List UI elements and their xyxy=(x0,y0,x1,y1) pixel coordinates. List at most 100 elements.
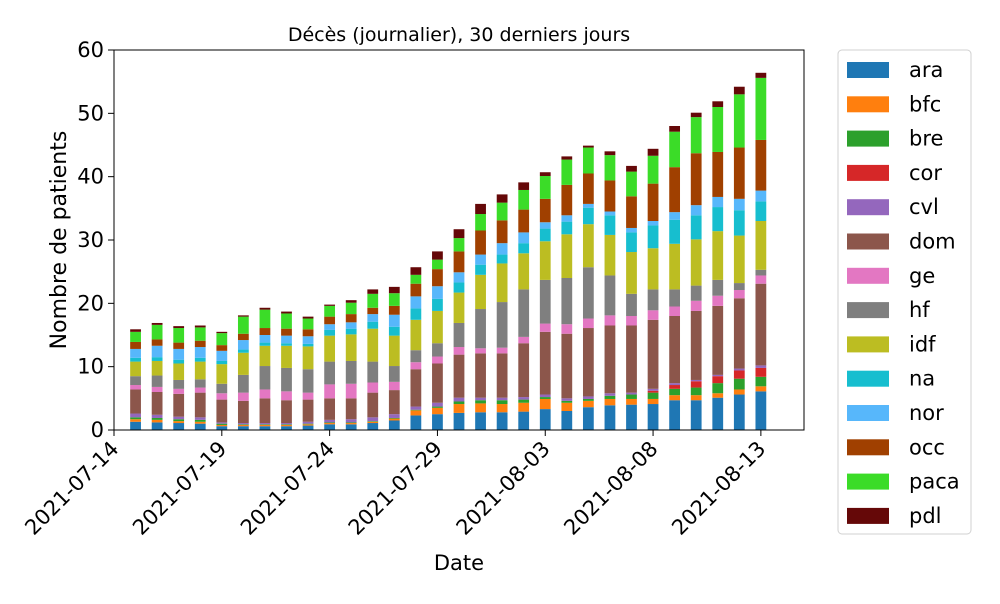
bar-segment-ara xyxy=(712,397,724,430)
bar-segment-bfc xyxy=(539,398,551,410)
bar-segment-idf xyxy=(496,263,508,303)
legend-label-pdl: pdl xyxy=(909,504,942,528)
legend-swatch-na xyxy=(847,370,889,387)
bar-segment-occ xyxy=(173,342,185,349)
bar-segment-cor xyxy=(647,390,659,393)
x-tick-label: 2021-07-29 xyxy=(344,437,447,540)
bar-segment-occ xyxy=(130,341,141,349)
bar-segment-cor xyxy=(669,385,681,389)
bar-segment-hf xyxy=(324,361,336,385)
bar-segment-bre xyxy=(259,424,271,425)
bar-segment-paca xyxy=(367,293,379,308)
bar-segment-occ xyxy=(755,139,767,191)
bar-segment-na xyxy=(755,201,767,221)
bar-segment-bre xyxy=(626,394,637,399)
bar-segment-bfc xyxy=(281,424,292,427)
bar-segment-occ xyxy=(561,184,573,216)
bar-segment-nor xyxy=(647,221,659,226)
bar-segment-hf xyxy=(237,374,249,393)
bar-segment-paca xyxy=(518,189,530,210)
legend-swatch-paca xyxy=(847,473,889,490)
bar-segment-hf xyxy=(647,289,659,311)
bar-segment-ge xyxy=(496,347,508,354)
bar-segment-hf xyxy=(539,279,551,324)
bar-segment-paca xyxy=(539,176,551,199)
bars-layer xyxy=(130,72,767,430)
bar-segment-na xyxy=(130,357,141,362)
legend-swatch-occ xyxy=(847,439,889,456)
bar-segment-ara xyxy=(647,404,659,430)
bar-segment-cvl xyxy=(302,421,314,424)
bar-segment-pdl xyxy=(324,304,336,306)
bar-segment-bfc xyxy=(626,398,637,405)
bar-segment-dom xyxy=(281,400,292,424)
bar-segment-paca xyxy=(626,171,637,197)
bar-segment-bfc xyxy=(582,400,594,408)
bar-segment-ara xyxy=(302,425,314,430)
bar-segment-na xyxy=(432,298,443,311)
bar-segment-ara xyxy=(669,400,681,430)
bar-segment-ge xyxy=(281,391,292,401)
bar-segment-na xyxy=(690,215,702,240)
bar-segment-pdl xyxy=(755,72,767,78)
y-tick-label: 40 xyxy=(77,165,104,189)
bar-segment-occ xyxy=(237,333,249,341)
legend-swatch-cor xyxy=(847,164,889,181)
bar-segment-ge xyxy=(647,310,659,320)
bar-segment-idf xyxy=(604,234,616,276)
bar-segment-bfc xyxy=(237,424,249,427)
bar-segment-idf xyxy=(582,224,594,268)
bar-segment-cvl xyxy=(324,419,336,423)
bar-segment-hf xyxy=(561,278,573,325)
bar-segment-dom xyxy=(130,389,141,414)
bar-segment-hf xyxy=(151,375,163,387)
legend-swatch-bre xyxy=(847,130,889,147)
bar-segment-ara xyxy=(216,426,228,430)
bar-segment-hf xyxy=(345,360,357,384)
bar-segment-na xyxy=(475,264,486,275)
bar-segment-ara xyxy=(475,412,486,430)
legend-label-nor: nor xyxy=(909,401,944,425)
bar-segment-nor xyxy=(281,335,292,344)
bar-segment-bfc xyxy=(432,407,443,415)
bar-segment-idf xyxy=(345,334,357,361)
bar-segment-occ xyxy=(626,196,637,228)
bar-segment-pdl xyxy=(367,289,379,294)
bar-segment-nor xyxy=(151,345,163,358)
bar-segment-bfc xyxy=(453,404,465,413)
bar-segment-idf xyxy=(216,364,228,384)
bar-segment-occ xyxy=(194,340,206,348)
legend-swatch-nor xyxy=(847,405,889,421)
bar-segment-pdl xyxy=(604,151,616,156)
bar-segment-pdl xyxy=(539,172,551,177)
bar-segment-pdl xyxy=(345,300,357,303)
bar-segment-bre xyxy=(432,406,443,408)
bar-segment-nor xyxy=(626,227,637,233)
x-tick-label: 2021-07-14 xyxy=(20,437,123,540)
bar-segment-nor xyxy=(345,322,357,329)
bar-segment-hf xyxy=(130,376,141,386)
bar-segment-idf xyxy=(712,231,724,280)
bar-segment-idf xyxy=(561,234,573,278)
bar-segment-ara xyxy=(151,422,163,430)
bar-segment-occ xyxy=(647,183,659,221)
bar-segment-na xyxy=(496,254,508,264)
bar-segment-cvl xyxy=(561,398,573,401)
bar-segment-bre xyxy=(216,423,228,425)
bar-segment-ge xyxy=(194,387,206,393)
y-axis-label: Nombre de patients xyxy=(47,131,72,350)
bar-segment-cvl xyxy=(281,423,292,425)
bar-segment-idf xyxy=(453,292,465,323)
bar-segment-hf xyxy=(194,379,206,388)
legend-label-hf: hf xyxy=(909,298,930,322)
bar-segment-hf xyxy=(518,289,530,337)
bar-segment-nor xyxy=(604,211,616,216)
bar-segment-na xyxy=(453,282,465,293)
bar-segment-bre xyxy=(302,423,314,425)
bar-segment-occ xyxy=(604,180,616,212)
bar-segment-nor xyxy=(669,212,681,220)
bar-segment-idf xyxy=(539,241,551,280)
bar-segment-idf xyxy=(367,328,379,362)
bar-segment-dom xyxy=(173,393,185,417)
